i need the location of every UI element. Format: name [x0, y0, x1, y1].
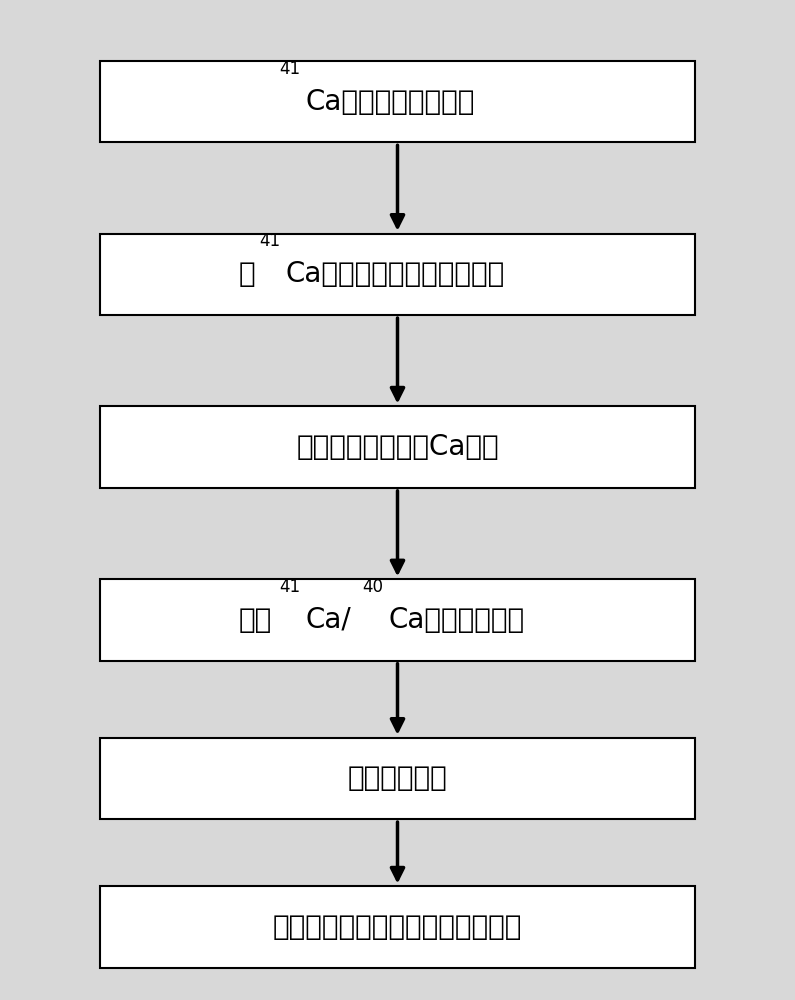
Text: Ca同位素丰度比: Ca同位素丰度比 [388, 606, 525, 634]
Text: 采集尿样，分离出Ca元素: 采集尿样，分离出Ca元素 [297, 433, 498, 461]
FancyBboxPatch shape [100, 406, 695, 488]
Text: 41: 41 [259, 232, 280, 250]
FancyBboxPatch shape [100, 234, 695, 315]
FancyBboxPatch shape [100, 886, 695, 968]
Text: 41: 41 [279, 578, 301, 596]
Text: 分析差値，得到癌细胞骨转移程度: 分析差値，得到癌细胞骨转移程度 [273, 913, 522, 941]
Text: Ca/: Ca/ [305, 606, 351, 634]
Text: Ca标记示踪剂的生成: Ca标记示踪剂的生成 [306, 88, 475, 116]
FancyBboxPatch shape [100, 738, 695, 819]
FancyBboxPatch shape [100, 579, 695, 661]
Text: 绘制标准曲线: 绘制标准曲线 [347, 764, 448, 792]
FancyBboxPatch shape [100, 61, 695, 142]
Text: Ca标记示踪剂标记实验裸鼠: Ca标记示踪剂标记实验裸鼠 [285, 260, 504, 288]
Text: 测定: 测定 [238, 606, 271, 634]
Text: 40: 40 [363, 578, 383, 596]
Text: 41: 41 [280, 60, 301, 78]
Text: 用: 用 [238, 260, 255, 288]
